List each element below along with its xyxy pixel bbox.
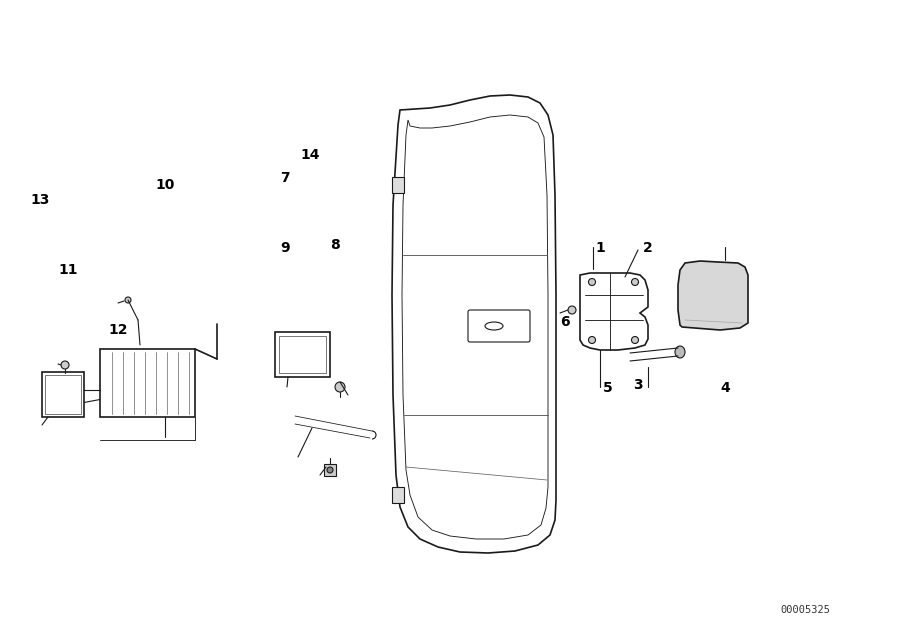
Circle shape — [632, 337, 638, 344]
Text: 4: 4 — [720, 381, 730, 395]
Text: 10: 10 — [156, 178, 175, 192]
Circle shape — [589, 279, 596, 286]
Text: 8: 8 — [330, 238, 340, 252]
Circle shape — [589, 337, 596, 344]
Text: 5: 5 — [603, 381, 613, 395]
Bar — [392, 487, 404, 503]
Ellipse shape — [675, 346, 685, 358]
Text: 2: 2 — [644, 241, 652, 255]
Text: 11: 11 — [58, 263, 77, 277]
Text: 9: 9 — [280, 241, 290, 255]
Bar — [45, 375, 81, 414]
Polygon shape — [678, 261, 748, 330]
Text: 13: 13 — [31, 193, 50, 207]
Bar — [100, 349, 195, 417]
Circle shape — [335, 382, 345, 392]
Circle shape — [61, 361, 69, 369]
Text: 1: 1 — [595, 241, 605, 255]
Bar — [275, 332, 330, 377]
Text: 3: 3 — [634, 378, 643, 392]
Text: 14: 14 — [301, 148, 320, 162]
Bar — [42, 372, 84, 417]
Bar — [392, 177, 404, 193]
Bar — [324, 464, 336, 476]
Circle shape — [568, 306, 576, 314]
Text: 7: 7 — [280, 171, 290, 185]
Circle shape — [327, 467, 333, 473]
Text: 12: 12 — [108, 323, 128, 337]
Text: 6: 6 — [560, 315, 570, 329]
Circle shape — [125, 297, 131, 303]
Bar — [279, 336, 326, 373]
Circle shape — [632, 279, 638, 286]
Text: 00005325: 00005325 — [780, 605, 830, 615]
